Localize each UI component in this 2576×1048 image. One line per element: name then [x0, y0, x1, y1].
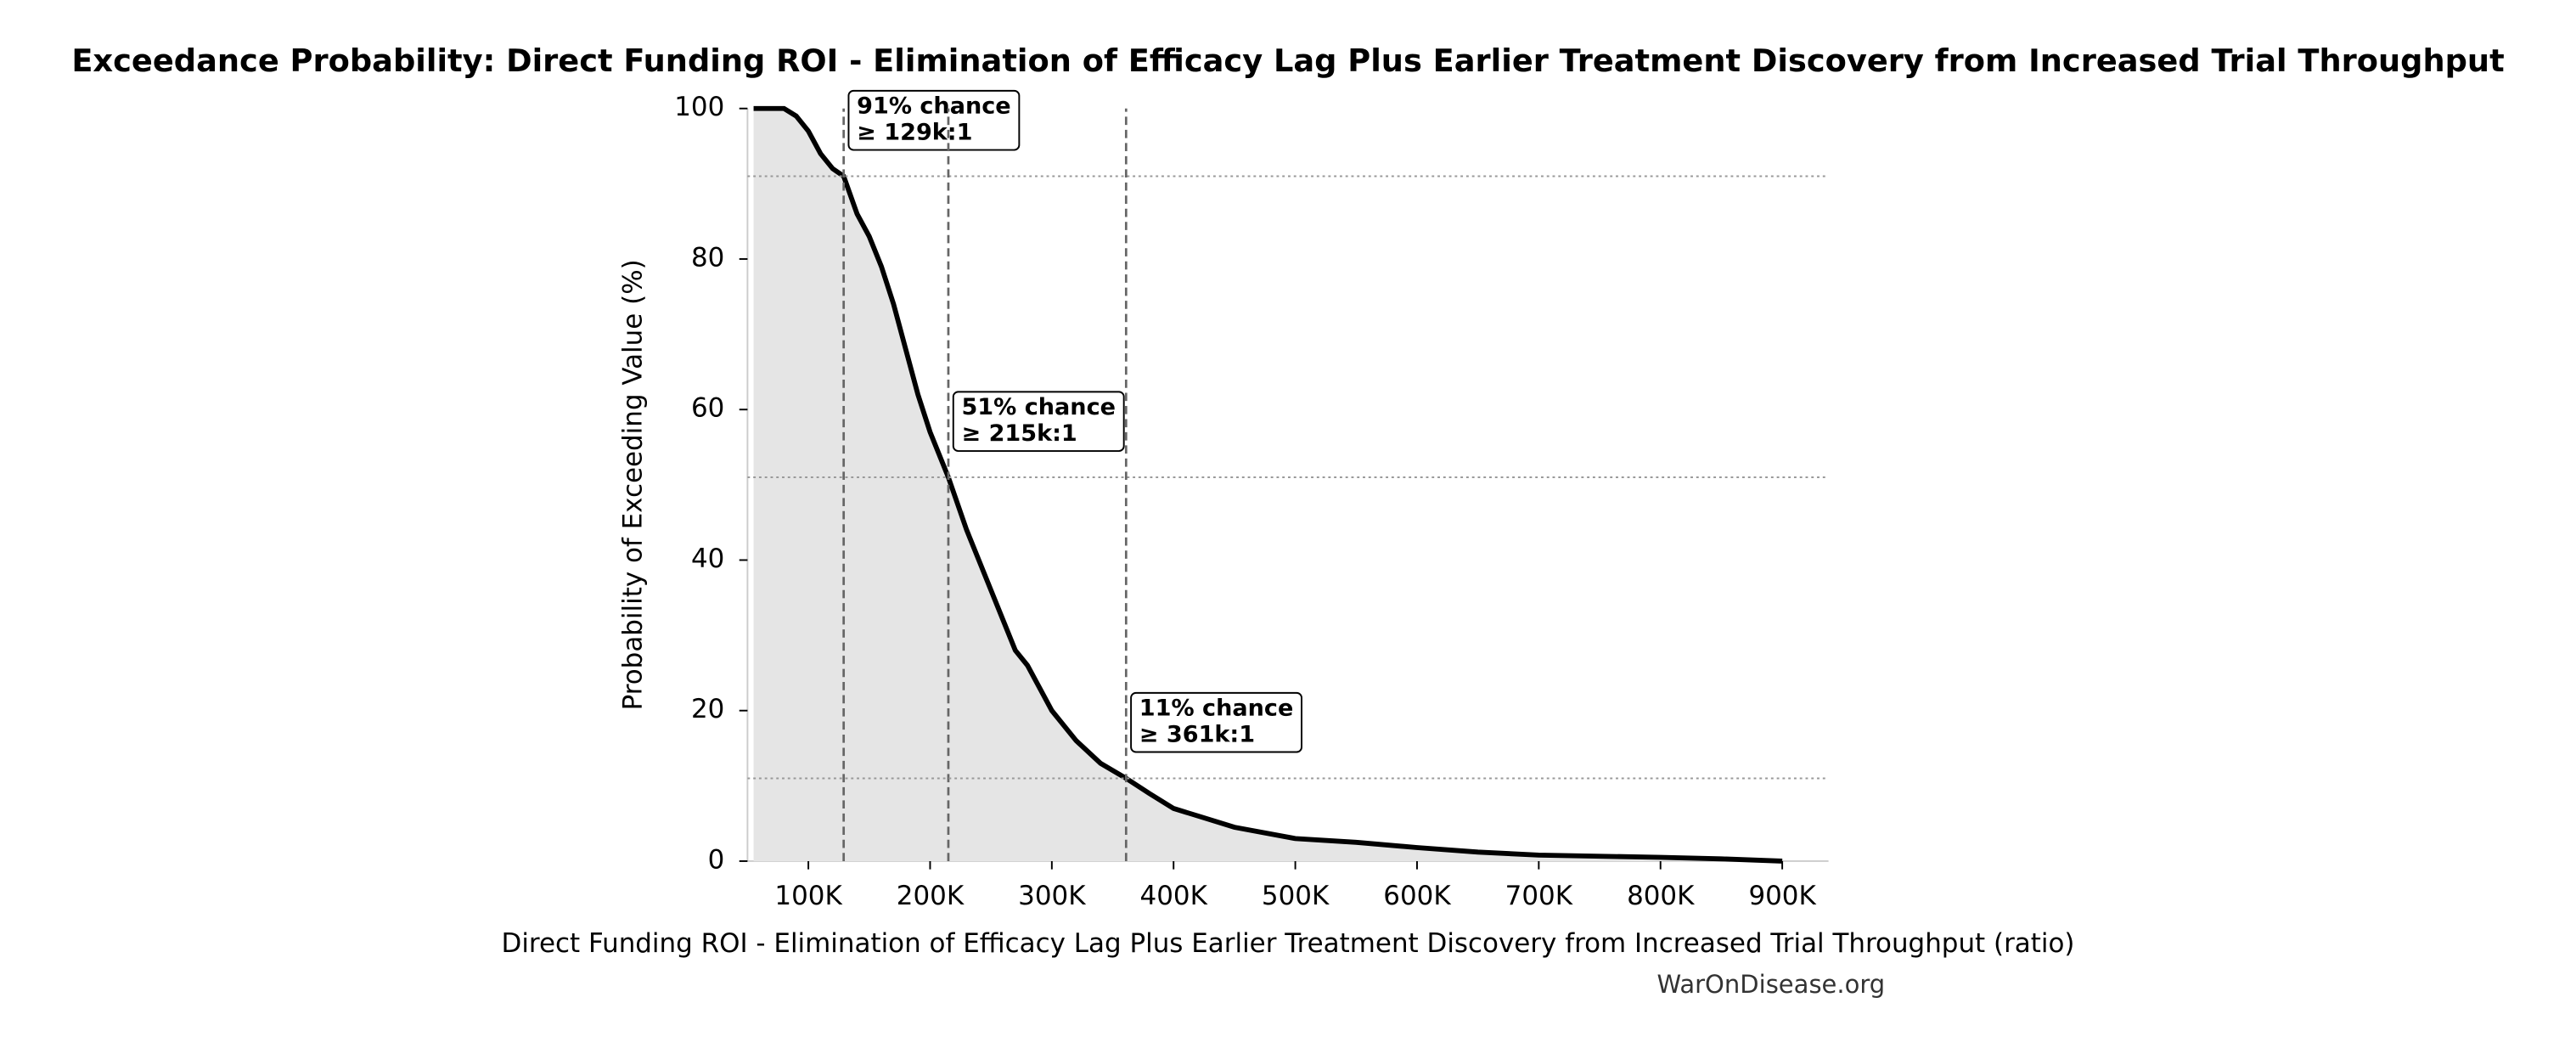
annotation-box: [847, 89, 1021, 151]
x-tick-label: 600K: [1383, 881, 1451, 911]
x-tick-label: 800K: [1627, 881, 1695, 911]
y-tick-label: 60: [691, 393, 724, 424]
x-tick-label: 400K: [1140, 881, 1208, 911]
x-tick-label: 300K: [1018, 881, 1086, 911]
chart-title: Exceedance Probability: Direct Funding R…: [71, 42, 2504, 79]
footer: WarOnDisease.org: [1657, 970, 1886, 999]
area-fill: [753, 108, 1783, 861]
y-tick-label: 80: [691, 242, 724, 273]
annotation-text: 51% chance: [961, 394, 1116, 420]
x-tick-label: 700K: [1505, 881, 1573, 911]
y-tick-label: 40: [691, 544, 724, 574]
y-axis-label: Probability of Exceeding Value (%): [617, 259, 648, 710]
x-tick-label: 900K: [1748, 881, 1816, 911]
y-tick-label: 100: [674, 92, 724, 122]
x-tick-label: 100K: [774, 881, 842, 911]
annotation-text: 11% chance: [1139, 696, 1294, 722]
x-tick-label: 200K: [897, 881, 965, 911]
y-tick-label: 20: [691, 694, 724, 724]
annotation-box: [1130, 691, 1302, 753]
x-axis-label: Direct Funding ROI - Elimination of Effi…: [502, 928, 2075, 959]
annotation-text: 91% chance: [857, 93, 1011, 120]
annotation-box: [952, 391, 1125, 452]
y-tick-label: 0: [708, 844, 725, 875]
line: [753, 105, 1783, 864]
annotation-text: ≥ 361k:1: [1139, 722, 1255, 748]
annotation-text: ≥ 215k:1: [961, 420, 1077, 447]
x-tick-label: 500K: [1262, 881, 1330, 911]
annotation-text: ≥ 129k:1: [857, 120, 972, 146]
